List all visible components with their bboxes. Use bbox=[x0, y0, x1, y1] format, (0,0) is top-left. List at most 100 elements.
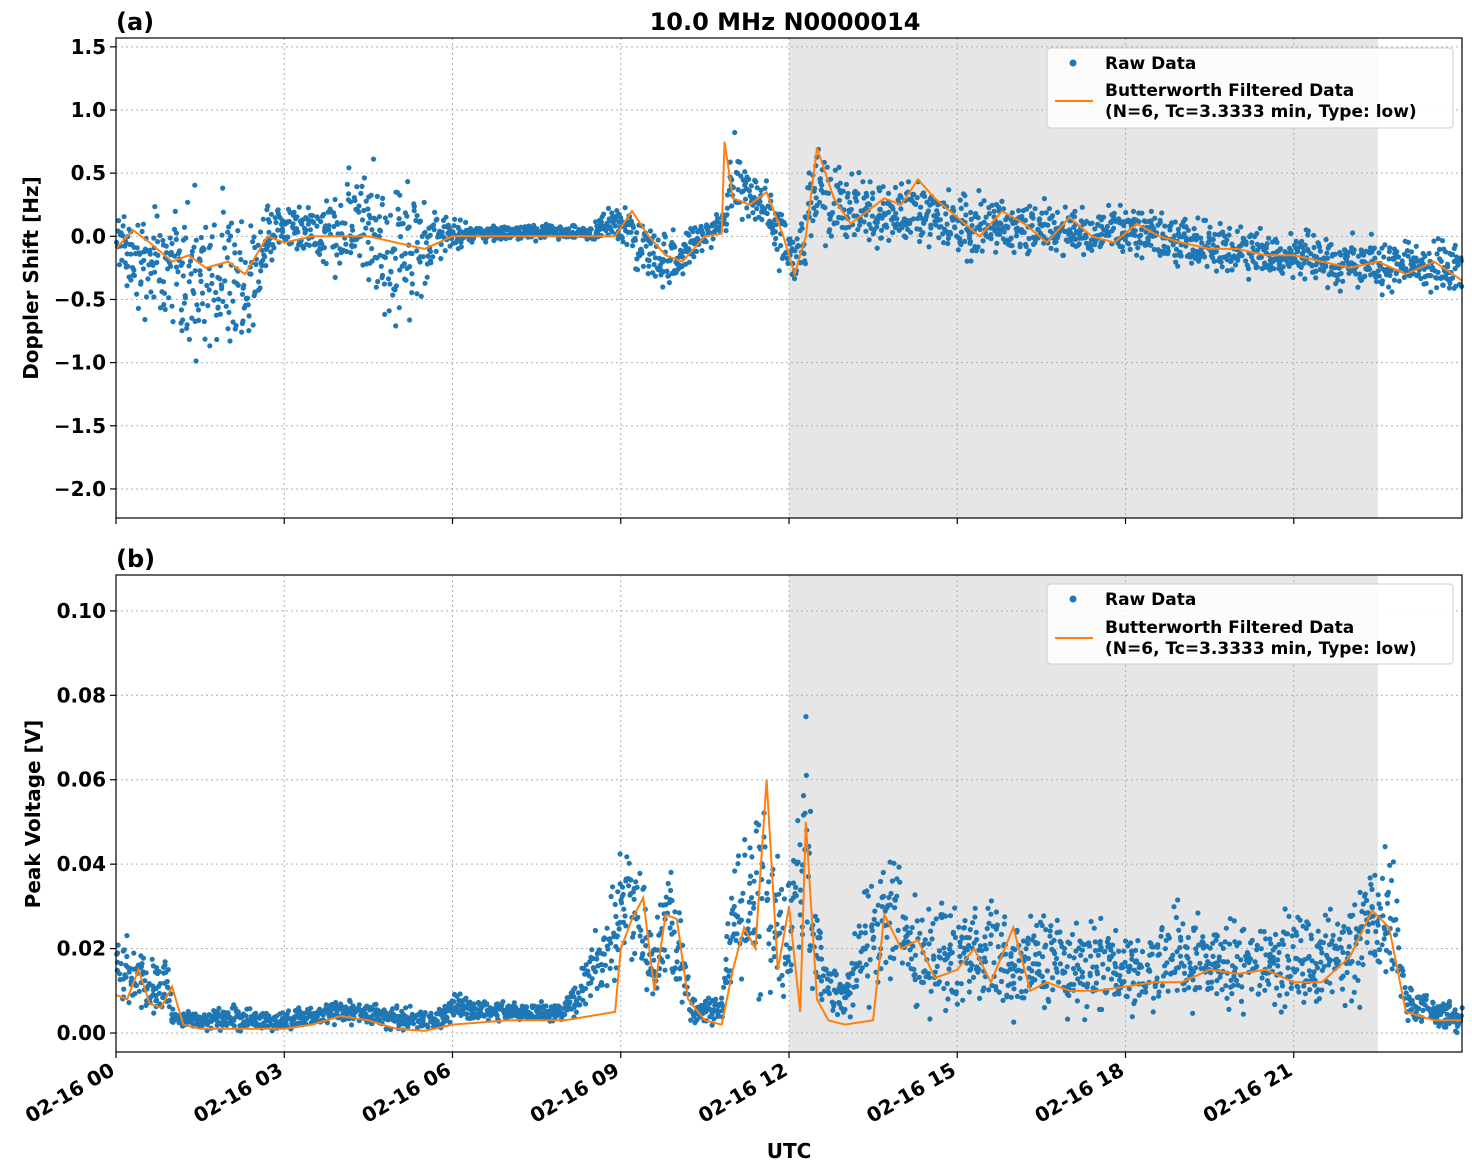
raw-data-point bbox=[652, 273, 658, 279]
raw-data-point bbox=[1282, 906, 1288, 912]
panel-b-legend-filter-params: (N=6, Tc=3.3333 min, Type: low) bbox=[1105, 639, 1417, 659]
raw-data-point bbox=[945, 235, 952, 241]
raw-data-point bbox=[1319, 987, 1325, 993]
raw-data-point bbox=[806, 170, 812, 176]
raw-data-point bbox=[914, 918, 920, 924]
raw-data-point bbox=[812, 185, 818, 192]
raw-data-point bbox=[608, 958, 615, 964]
raw-data-point bbox=[1091, 925, 1097, 931]
raw-data-point bbox=[363, 198, 369, 204]
raw-data-point bbox=[414, 213, 420, 219]
raw-data-point bbox=[123, 974, 129, 980]
raw-data-point bbox=[1079, 204, 1085, 210]
raw-data-point bbox=[1392, 932, 1399, 938]
raw-data-point bbox=[197, 268, 203, 274]
raw-data-point bbox=[1232, 262, 1239, 268]
raw-data-point bbox=[958, 981, 964, 987]
raw-data-point bbox=[641, 884, 647, 891]
raw-data-point bbox=[572, 224, 578, 230]
raw-data-point bbox=[985, 905, 991, 911]
raw-data-point bbox=[1224, 268, 1231, 274]
raw-data-point bbox=[131, 267, 137, 273]
raw-data-point bbox=[1297, 917, 1303, 923]
raw-data-point bbox=[1252, 959, 1258, 965]
raw-data-point bbox=[867, 957, 873, 963]
raw-data-point bbox=[306, 242, 312, 248]
raw-data-point bbox=[1061, 945, 1067, 952]
raw-data-point bbox=[405, 179, 411, 185]
raw-data-point bbox=[1197, 960, 1203, 967]
raw-data-point bbox=[751, 900, 757, 907]
raw-data-point bbox=[703, 239, 709, 245]
raw-data-point bbox=[885, 190, 892, 196]
raw-data-point bbox=[631, 896, 637, 902]
raw-data-point bbox=[427, 232, 433, 238]
raw-data-point bbox=[128, 277, 134, 283]
raw-data-point bbox=[275, 227, 281, 233]
raw-data-point bbox=[677, 976, 683, 982]
raw-data-point bbox=[926, 975, 933, 981]
panel-a-x-ticks bbox=[115, 518, 1295, 524]
raw-data-point bbox=[646, 257, 652, 264]
raw-data-point bbox=[1380, 913, 1386, 919]
raw-data-point bbox=[1367, 875, 1373, 881]
raw-data-point bbox=[958, 205, 964, 211]
raw-data-point bbox=[178, 307, 184, 313]
raw-data-point bbox=[620, 239, 626, 245]
raw-data-point bbox=[434, 216, 440, 222]
raw-data-point bbox=[235, 228, 241, 234]
raw-data-point bbox=[1324, 250, 1330, 256]
raw-data-point bbox=[138, 1004, 144, 1011]
raw-data-point bbox=[1369, 904, 1375, 910]
raw-data-point bbox=[920, 230, 926, 236]
raw-data-point bbox=[174, 281, 180, 287]
raw-data-point bbox=[1110, 942, 1116, 948]
raw-data-point bbox=[599, 982, 605, 988]
raw-data-point bbox=[163, 250, 170, 256]
raw-data-point bbox=[143, 970, 149, 976]
raw-data-point bbox=[849, 171, 855, 177]
raw-data-point bbox=[253, 261, 259, 268]
raw-data-point bbox=[538, 999, 545, 1005]
raw-data-point bbox=[748, 183, 754, 189]
panel-a-tag: (a) bbox=[116, 8, 154, 36]
raw-data-point bbox=[1217, 220, 1223, 227]
raw-data-point bbox=[1284, 931, 1290, 937]
raw-data-point bbox=[1341, 923, 1347, 930]
raw-data-point bbox=[655, 237, 661, 243]
raw-data-point bbox=[1073, 920, 1079, 926]
panel-b-legend: Raw Data Butterworth Filtered Data (N=6,… bbox=[1046, 583, 1454, 665]
raw-data-point bbox=[170, 1006, 176, 1012]
raw-data-point bbox=[1338, 252, 1344, 258]
raw-data-point bbox=[601, 951, 608, 957]
raw-data-point bbox=[326, 223, 332, 229]
raw-data-point bbox=[1046, 998, 1052, 1005]
raw-data-point bbox=[1279, 979, 1285, 986]
raw-data-point bbox=[848, 206, 854, 213]
raw-data-point bbox=[1209, 979, 1215, 985]
raw-data-point bbox=[986, 987, 992, 993]
raw-data-point bbox=[952, 225, 958, 231]
raw-data-point bbox=[125, 263, 131, 269]
raw-data-point bbox=[406, 224, 412, 230]
raw-data-point bbox=[134, 291, 140, 297]
raw-data-point bbox=[348, 250, 354, 256]
raw-data-point bbox=[742, 837, 748, 843]
raw-data-point bbox=[1395, 254, 1402, 260]
raw-data-point bbox=[1254, 947, 1260, 953]
raw-data-point bbox=[862, 930, 868, 936]
x-tick-label: 02-16 09 bbox=[526, 1058, 624, 1128]
raw-data-point bbox=[1284, 258, 1290, 264]
raw-data-point bbox=[375, 278, 381, 285]
raw-data-point bbox=[823, 966, 829, 972]
raw-data-point bbox=[374, 193, 380, 199]
raw-data-point bbox=[483, 239, 489, 245]
raw-data-point bbox=[1263, 245, 1269, 251]
raw-data-point bbox=[1201, 254, 1208, 260]
raw-data-point bbox=[708, 244, 714, 251]
raw-data-point bbox=[235, 282, 241, 288]
raw-data-point bbox=[927, 1016, 933, 1022]
raw-data-point bbox=[204, 282, 210, 289]
raw-data-point bbox=[384, 249, 390, 255]
raw-data-point bbox=[828, 176, 834, 182]
